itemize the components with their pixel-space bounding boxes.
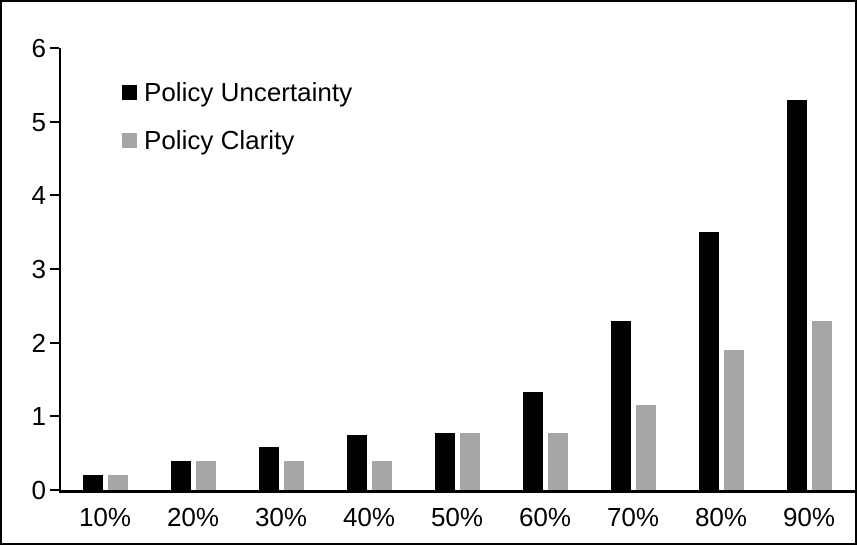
- legend-label-policy-clarity: Policy Clarity: [144, 125, 295, 155]
- bar-policy-clarity-30%: [283, 461, 304, 490]
- x-axis-label-90%: 90%: [782, 502, 836, 532]
- bar-policy-uncertainty-10%: [82, 475, 103, 490]
- y-axis-tick-1: [50, 415, 59, 418]
- x-axis-label-50%: 50%: [430, 502, 484, 532]
- legend-swatch-policy-clarity: [122, 132, 137, 148]
- legend-swatch-policy-uncertainty: [122, 84, 137, 100]
- x-axis-label-60%: 60%: [518, 502, 572, 532]
- plot-area: [59, 48, 855, 493]
- y-axis-label-6: 6: [31, 33, 46, 63]
- x-axis-label-20%: 20%: [166, 502, 220, 532]
- bar-policy-uncertainty-20%: [170, 461, 191, 490]
- legend-label-policy-uncertainty: Policy Uncertainty: [144, 77, 353, 107]
- bar-policy-clarity-20%: [195, 461, 216, 490]
- bar-policy-uncertainty-60%: [522, 392, 543, 490]
- y-axis-tick-4: [50, 194, 59, 197]
- y-axis-label-3: 3: [31, 254, 46, 284]
- x-axis-label-80%: 80%: [694, 502, 748, 532]
- bar-policy-uncertainty-30%: [258, 447, 279, 490]
- y-axis-tick-5: [50, 120, 59, 123]
- x-axis-label-10%: 10%: [78, 502, 132, 532]
- bar-policy-uncertainty-90%: [786, 99, 807, 490]
- y-axis-label-1: 1: [31, 401, 46, 432]
- y-axis-tick-0: [50, 489, 59, 491]
- bar-policy-clarity-50%: [459, 433, 480, 490]
- x-axis-label-40%: 40%: [342, 502, 396, 532]
- x-axis-label-70%: 70%: [606, 502, 660, 532]
- legend-item-policy-uncertainty: Policy Uncertainty: [122, 79, 352, 105]
- y-axis-label-5: 5: [31, 106, 46, 137]
- bar-policy-clarity-70%: [635, 405, 656, 490]
- y-axis-tick-3: [50, 268, 59, 270]
- legend-item-policy-clarity: Policy Clarity: [122, 127, 352, 153]
- bar-policy-clarity-80%: [723, 350, 744, 490]
- bar-policy-clarity-90%: [811, 320, 832, 490]
- bar-policy-clarity-10%: [107, 475, 128, 490]
- y-axis-label-2: 2: [31, 327, 46, 358]
- bar-policy-uncertainty-40%: [346, 434, 367, 490]
- y-axis-tick-2: [50, 341, 59, 344]
- y-axis-label-0: 0: [31, 475, 46, 505]
- y-axis-label-4: 4: [31, 180, 46, 211]
- bar-policy-uncertainty-70%: [610, 320, 631, 490]
- y-axis-tick-6: [50, 47, 59, 49]
- bar-policy-clarity-60%: [547, 433, 568, 490]
- legend: Policy Uncertainty Policy Clarity: [122, 79, 352, 153]
- bar-policy-clarity-40%: [371, 461, 392, 490]
- bar-policy-uncertainty-50%: [434, 433, 455, 490]
- x-axis-label-30%: 30%: [254, 502, 308, 532]
- bar-policy-uncertainty-80%: [698, 232, 719, 490]
